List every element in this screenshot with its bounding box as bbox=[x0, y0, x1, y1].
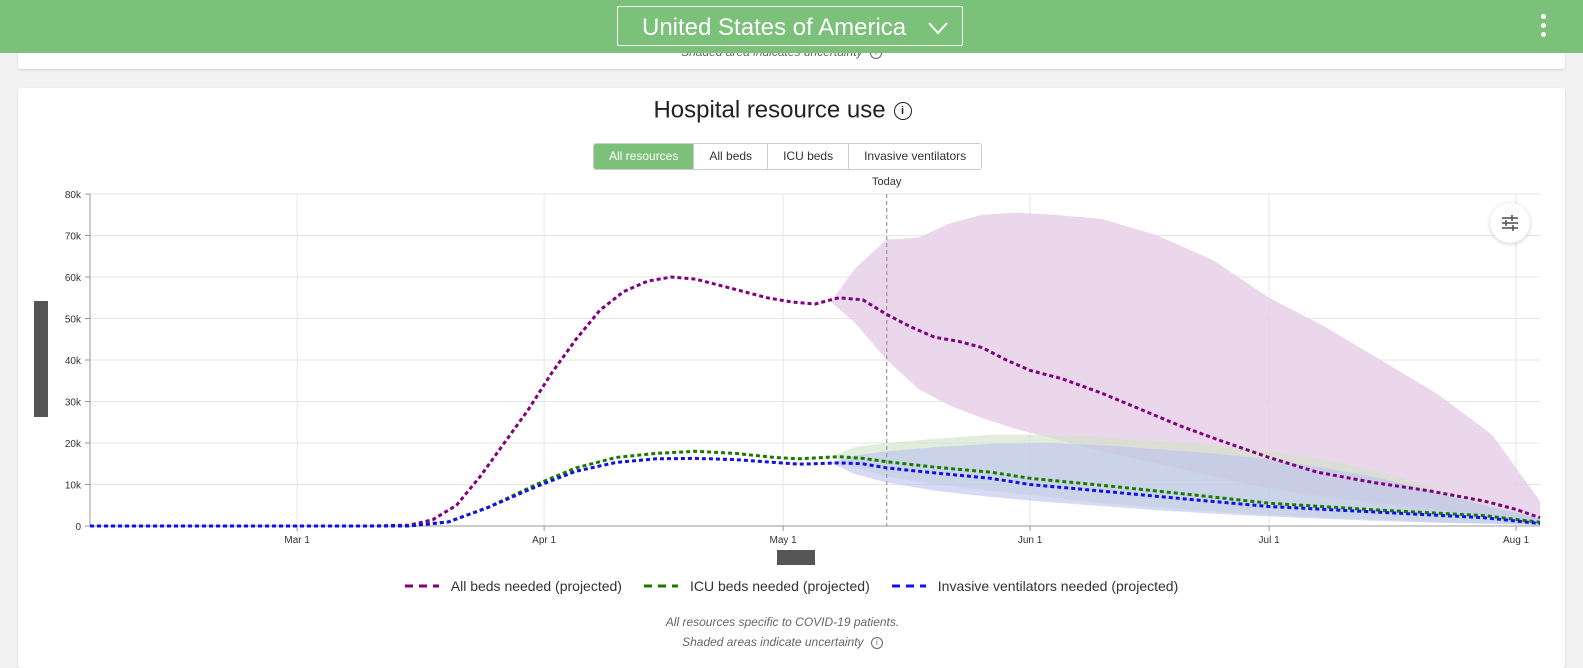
series-line bbox=[90, 275, 1541, 528]
y-tick-label: 10k bbox=[65, 481, 82, 492]
y-tick-label: 40k bbox=[65, 356, 82, 367]
chart-note-uncertainty: Shaded areas indicate uncertainty i bbox=[0, 635, 1565, 649]
country-select-label: United States of America bbox=[642, 14, 907, 41]
chart-title: Hospital resource use i bbox=[0, 96, 1565, 125]
y-tick-label: 0 bbox=[75, 522, 81, 533]
legend-item-all-beds[interactable]: All beds needed (projected) bbox=[404, 578, 622, 594]
tab-all-resources[interactable]: All resources bbox=[594, 144, 694, 169]
legend-label: All beds needed (projected) bbox=[450, 578, 622, 594]
x-tick-label: Apr 1 bbox=[532, 535, 556, 546]
y-zoom-handle[interactable] bbox=[34, 301, 48, 417]
y-tick-label: 30k bbox=[65, 398, 82, 409]
today-label: Today bbox=[872, 176, 902, 188]
tab-icu-beds[interactable]: ICU beds bbox=[767, 144, 849, 169]
y-tick-label: 50k bbox=[65, 315, 82, 326]
x-tick-label: Aug 1 bbox=[1503, 535, 1530, 546]
legend-label: ICU beds needed (projected) bbox=[689, 578, 870, 594]
info-icon[interactable]: i bbox=[870, 636, 883, 649]
info-icon[interactable]: i bbox=[893, 101, 912, 120]
y-tick-label: 20k bbox=[65, 439, 82, 450]
y-tick-label: 80k bbox=[65, 190, 82, 201]
more-vertical-icon[interactable] bbox=[1538, 14, 1548, 40]
series-line bbox=[90, 456, 1541, 528]
legend-swatch-all-beds bbox=[404, 584, 439, 588]
chart-settings-button[interactable] bbox=[1490, 203, 1530, 243]
legend-item-icu-beds[interactable]: ICU beds needed (projected) bbox=[643, 578, 870, 594]
series-line bbox=[90, 449, 1541, 528]
chevron-down-icon bbox=[928, 22, 948, 35]
x-zoom-handle[interactable] bbox=[777, 550, 815, 565]
legend-label: Invasive ventilators needed (projected) bbox=[937, 578, 1179, 594]
y-tick-label: 70k bbox=[65, 232, 82, 243]
uncertainty-band bbox=[830, 443, 1540, 526]
chart-title-text: Hospital resource use bbox=[653, 96, 886, 124]
x-tick-label: May 1 bbox=[770, 535, 798, 546]
sliders-icon bbox=[1502, 215, 1518, 231]
uncertainty-band bbox=[830, 212, 1540, 523]
legend-swatch-ventilators bbox=[891, 584, 926, 588]
country-select[interactable]: United States of America bbox=[617, 6, 963, 46]
tab-invasive-ventilators[interactable]: Invasive ventilators bbox=[848, 144, 982, 169]
chart-legend: All beds needed (projected) ICU beds nee… bbox=[0, 578, 1583, 594]
top-bar: United States of America bbox=[0, 0, 1583, 53]
x-tick-label: Jul 1 bbox=[1259, 535, 1281, 546]
legend-item-ventilators[interactable]: Invasive ventilators needed (projected) bbox=[891, 578, 1179, 594]
x-tick-label: Jun 1 bbox=[1018, 535, 1043, 546]
chart-note: All resources specific to COVID-19 patie… bbox=[665, 615, 900, 629]
x-tick-label: Mar 1 bbox=[284, 535, 310, 546]
legend-swatch-icu-beds bbox=[643, 584, 678, 588]
y-tick-label: 60k bbox=[65, 273, 82, 284]
hospital-resource-chart: 0 10k 20k 30k 40k 50k 60k 70k 80k Mar 1 Apr 1 May 1… bbox=[65, 176, 1541, 546]
resource-tabs: All resources All beds ICU beds Invasive… bbox=[593, 143, 983, 170]
tab-all-beds[interactable]: All beds bbox=[693, 144, 768, 169]
